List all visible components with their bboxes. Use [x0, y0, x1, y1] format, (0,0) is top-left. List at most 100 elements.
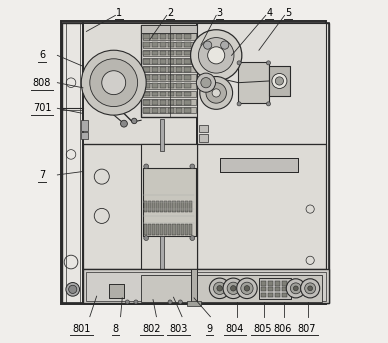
- Bar: [144, 108, 150, 113]
- Text: 3: 3: [217, 8, 223, 17]
- Bar: [143, 66, 196, 72]
- Circle shape: [190, 236, 195, 240]
- Bar: [261, 282, 266, 286]
- Bar: [168, 108, 174, 113]
- Bar: [143, 34, 196, 40]
- Bar: [141, 25, 199, 117]
- Bar: [176, 34, 182, 39]
- Bar: [143, 168, 196, 236]
- Bar: [168, 43, 174, 47]
- Bar: [83, 144, 197, 269]
- Bar: [141, 144, 197, 269]
- Circle shape: [190, 164, 195, 169]
- Bar: [173, 201, 175, 213]
- Bar: [177, 201, 180, 213]
- Circle shape: [286, 279, 305, 298]
- Bar: [152, 83, 158, 88]
- Circle shape: [217, 286, 222, 291]
- Bar: [168, 100, 174, 105]
- Bar: [156, 224, 159, 235]
- Circle shape: [301, 279, 320, 298]
- Bar: [282, 282, 287, 286]
- Bar: [160, 92, 166, 96]
- Bar: [177, 224, 180, 235]
- Bar: [148, 224, 151, 235]
- Text: 5: 5: [285, 8, 291, 17]
- Text: 805: 805: [253, 324, 272, 334]
- Bar: [191, 269, 197, 303]
- Bar: [176, 50, 182, 55]
- Circle shape: [212, 89, 220, 97]
- Circle shape: [305, 283, 315, 294]
- Circle shape: [196, 73, 215, 92]
- Bar: [83, 269, 329, 303]
- Bar: [176, 59, 182, 63]
- Bar: [176, 67, 182, 72]
- Bar: [197, 23, 326, 144]
- Bar: [168, 201, 171, 213]
- Bar: [197, 144, 326, 269]
- Bar: [143, 50, 196, 56]
- Circle shape: [90, 59, 138, 107]
- Bar: [152, 50, 158, 55]
- Bar: [160, 67, 166, 72]
- Bar: [160, 224, 163, 235]
- Bar: [268, 287, 273, 292]
- Circle shape: [81, 50, 146, 115]
- Bar: [176, 75, 182, 80]
- Bar: [152, 67, 158, 72]
- Text: 2: 2: [167, 8, 173, 17]
- Bar: [238, 62, 269, 103]
- Bar: [109, 284, 124, 298]
- Circle shape: [223, 278, 244, 298]
- Bar: [213, 67, 220, 78]
- Bar: [168, 75, 174, 80]
- Wedge shape: [240, 168, 254, 175]
- Bar: [189, 224, 192, 235]
- Bar: [269, 66, 290, 96]
- Bar: [176, 100, 182, 105]
- Bar: [143, 42, 196, 48]
- Bar: [83, 144, 197, 269]
- Circle shape: [293, 286, 298, 291]
- Text: 9: 9: [206, 324, 213, 334]
- Bar: [168, 83, 174, 88]
- Bar: [261, 287, 266, 292]
- Text: 802: 802: [142, 324, 161, 334]
- Circle shape: [198, 38, 234, 73]
- Circle shape: [69, 285, 77, 294]
- Circle shape: [227, 282, 239, 295]
- Bar: [275, 282, 280, 286]
- Bar: [185, 201, 188, 213]
- Text: 8: 8: [113, 324, 118, 334]
- Bar: [144, 34, 150, 39]
- Bar: [181, 224, 184, 235]
- Text: 806: 806: [274, 324, 292, 334]
- Text: 808: 808: [33, 78, 51, 88]
- Circle shape: [121, 120, 127, 127]
- Bar: [185, 224, 188, 235]
- Bar: [184, 83, 191, 88]
- Bar: [184, 92, 191, 96]
- Bar: [144, 67, 150, 72]
- Bar: [176, 92, 182, 96]
- Bar: [160, 43, 166, 47]
- Bar: [141, 275, 322, 302]
- Circle shape: [125, 300, 130, 304]
- Bar: [187, 301, 201, 306]
- Bar: [152, 34, 158, 39]
- Bar: [160, 236, 164, 269]
- Text: 803: 803: [170, 324, 188, 334]
- Bar: [197, 144, 326, 269]
- Bar: [160, 34, 166, 39]
- Bar: [282, 293, 287, 297]
- Bar: [144, 43, 150, 47]
- Text: 807: 807: [298, 324, 316, 334]
- Circle shape: [241, 282, 253, 295]
- Bar: [148, 201, 151, 213]
- Bar: [160, 100, 166, 105]
- Circle shape: [244, 286, 250, 291]
- Bar: [275, 293, 280, 297]
- Circle shape: [144, 164, 149, 169]
- Text: 7: 7: [39, 170, 45, 180]
